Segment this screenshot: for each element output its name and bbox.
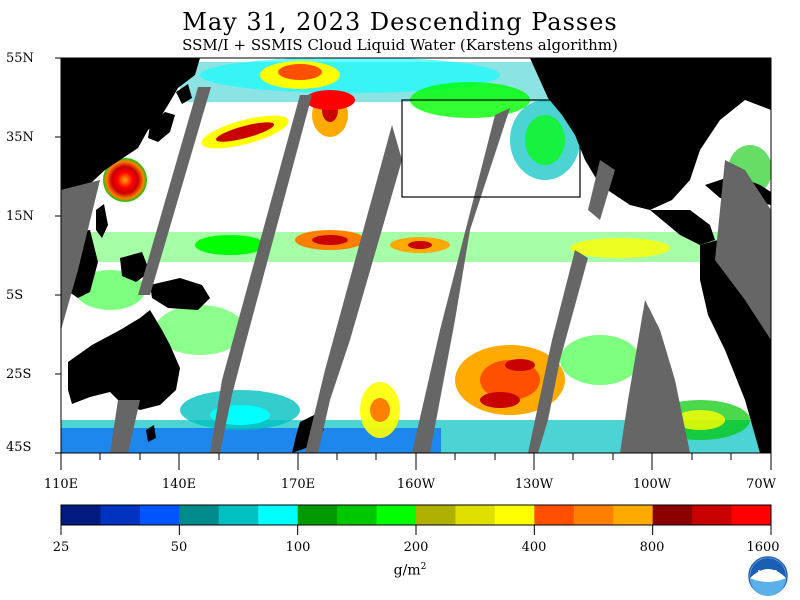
lat-ticks: [55, 57, 61, 454]
colorbar-label-400: 400: [521, 540, 547, 555]
lon-label-110e: 110E: [43, 477, 79, 492]
colorbar-swatch: [337, 505, 378, 525]
lon-ticks: [60, 453, 772, 470]
typhoon-feature: [103, 158, 147, 202]
colorbar-swatch: [731, 505, 772, 525]
colorbar-label-25: 25: [52, 540, 70, 555]
colorbar-swatch: [100, 505, 141, 525]
colorbar-swatch: [61, 505, 101, 525]
lat-label-35n: 35N: [6, 130, 34, 145]
colorbar-label-100: 100: [285, 540, 311, 555]
colorbar-swatch: [218, 505, 259, 525]
lat-label-55n: 55N: [6, 51, 34, 66]
colorbar-swatch: [258, 505, 299, 525]
colorbar-swatch: [139, 505, 180, 525]
no-data-swaths: [61, 87, 771, 453]
colorbar-swatch: [297, 505, 338, 525]
colorbar-label-1600: 1600: [746, 540, 780, 555]
lon-label-70w: 70W: [746, 477, 776, 492]
colorbar-swatch: [455, 505, 496, 525]
colorbar: [60, 504, 772, 535]
colorbar-swatch: [652, 505, 693, 525]
region-outline-box: [401, 99, 581, 198]
lon-label-160w: 160W: [396, 477, 436, 492]
colorbar-units: g/m2: [393, 562, 427, 579]
colorbar-swatch: [179, 505, 220, 525]
lat-label-15n: 15N: [6, 209, 34, 224]
page-subtitle: SSM/I + SSMIS Cloud Liquid Water (Karste…: [182, 36, 618, 54]
colorbar-label-50: 50: [170, 540, 188, 555]
noaa-logo-text: NOAA: [758, 570, 779, 577]
colorbar-swatch: [376, 505, 417, 525]
lon-label-170e: 170E: [280, 477, 316, 492]
colorbar-swatch: [416, 505, 456, 525]
lon-label-130w: 130W: [514, 477, 554, 492]
colorbar-label-800: 800: [639, 540, 665, 555]
colorbar-swatch: [534, 505, 575, 525]
lon-label-140e: 140E: [161, 477, 197, 492]
lon-label-100w: 100W: [632, 477, 672, 492]
lat-label-25s: 25S: [6, 367, 32, 382]
noaa-logo-icon: NOAA: [748, 556, 788, 596]
colorbar-swatch: [573, 505, 614, 525]
colorbar-swatch: [613, 505, 654, 525]
colorbar-label-200: 200: [403, 540, 429, 555]
colorbar-swatch: [494, 505, 535, 525]
lat-label-45s: 45S: [6, 440, 32, 455]
page-title: May 31, 2023 Descending Passes: [182, 8, 618, 36]
lat-label-5s: 5S: [6, 288, 24, 303]
colorbar-swatch: [692, 505, 733, 525]
